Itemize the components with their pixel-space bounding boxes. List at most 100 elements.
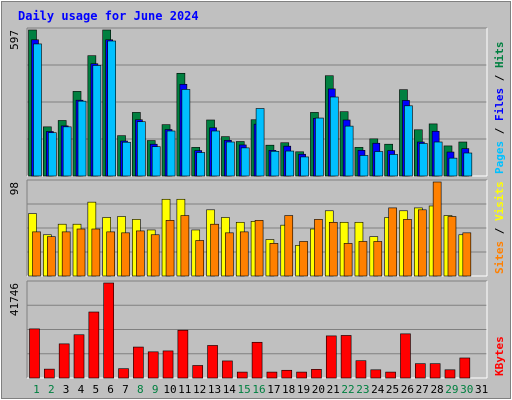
bar-kbytes-day-23 [355,360,367,379]
bar-kbytes-day-28 [429,363,441,379]
bar-sites-day-4 [76,228,86,277]
x-label-day-30: 30 [460,383,473,396]
bar-sites-day-2 [47,236,56,277]
bar-pages-day-19 [300,156,309,177]
bar-sites-day-1 [32,231,41,277]
bar-pages-day-9 [151,146,161,177]
bar-kbytes-day-7 [118,368,129,379]
x-label-day-18: 18 [282,383,295,396]
x-label-day-14: 14 [223,383,237,396]
bar-pages-day-7 [122,141,131,177]
bar-pages-day-10 [166,130,176,177]
bar-kbytes-day-27 [415,363,426,379]
bar-pages-day-5 [92,65,102,177]
bar-pages-day-29 [448,157,458,177]
bar-sites-day-19 [299,241,308,277]
bar-pages-day-3 [62,126,72,177]
x-label-day-6: 6 [107,383,114,396]
bar-kbytes-day-13 [207,345,218,379]
x-label-day-17: 17 [267,383,280,396]
legend-separator: / [493,221,506,241]
legend-visits-sites: Sites / Visits [493,181,506,274]
legend-hits: Hits [493,42,506,69]
x-label-day-10: 10 [163,383,176,396]
bar-pages-day-18 [285,150,295,177]
x-label-day-13: 13 [208,383,221,396]
bar-kbytes-day-5 [88,311,100,379]
bar-pages-day-20 [315,117,324,177]
bar-sites-day-13 [210,223,219,277]
bar-pages-day-17 [270,150,280,177]
bar-pages-day-25 [389,154,398,177]
legend-files: Files [493,88,506,121]
bar-kbytes-day-17 [266,371,278,379]
bar-kbytes-day-11 [177,329,189,379]
bar-kbytes-day-22 [340,335,352,379]
bar-sites-day-25 [388,207,397,277]
panel-hits-files-pages: 597 Pages / Files / Hits [8,27,506,177]
legend-sites: Sites [493,241,506,274]
bar-kbytes-day-24 [370,369,382,379]
bar-kbytes-day-26 [400,333,411,379]
bar-pages-day-21 [329,96,339,177]
bar-sites-day-17 [269,243,279,277]
legend-separator: / [493,121,506,141]
x-label-day-27: 27 [416,383,429,396]
bar-kbytes-day-15 [236,371,248,379]
bar-pages-day-2 [48,132,57,177]
bar-pages-day-16 [255,108,265,177]
legend-separator: / [493,68,506,88]
panel-kbytes: 41746 KBytes [8,280,506,379]
x-axis-labels: 1 2 3 4 5 6 7 8 9 10 11 12 13 14 15 16 17 18 19 20 21 22 23 24 2… [33,383,488,396]
x-label-day-21: 21 [327,383,340,396]
y-max-label: 98 [8,182,21,195]
bar-kbytes-day-6 [103,282,114,379]
x-label-day-2: 2 [48,383,55,396]
x-label-day-1: 1 [33,383,40,396]
bar-pages-day-6 [107,40,116,177]
bar-pages-day-14 [226,141,235,177]
bar-pages-day-1 [33,43,42,177]
x-label-day-25: 25 [386,383,399,396]
bar-sites-day-21 [328,221,338,277]
legend-visits: Visits [493,181,506,221]
y-max-label: 597 [8,30,21,50]
bar-pages-day-24 [374,151,384,177]
bar-kbytes-day-12 [192,365,204,379]
bar-sites-day-11 [180,215,190,277]
bar-pages-day-22 [344,125,354,177]
bar-kbytes-day-21 [325,335,337,379]
bar-sites-day-20 [314,219,323,277]
bar-kbytes-day-4 [73,334,85,379]
bar-pages-day-4 [77,100,87,177]
bar-kbytes-day-30 [459,357,471,379]
bar-kbytes-day-9 [147,351,159,379]
bar-sites-day-16 [254,220,264,277]
bar-kbytes-day-1 [29,328,40,379]
x-label-day-20: 20 [312,383,325,396]
bar-pages-day-12 [196,152,206,177]
bar-pages-day-13 [211,130,220,177]
bar-kbytes-day-19 [296,371,307,379]
bar-sites-day-14 [225,232,234,277]
bar-sites-day-29 [447,216,457,277]
bar-kbytes-day-29 [444,369,456,379]
legend-hits-files-pages: Pages / Files / Hits [493,42,506,175]
x-label-day-28: 28 [430,383,443,396]
x-label-day-4: 4 [78,383,85,396]
bar-sites-day-27 [418,209,427,277]
bar-kbytes-day-3 [58,343,70,379]
bar-sites-day-28 [432,181,442,277]
bar-sites-day-18 [284,215,294,277]
bar-sites-day-26 [403,219,412,277]
x-label-day-12: 12 [193,383,206,396]
x-label-day-19: 19 [297,383,310,396]
bar-kbytes-day-25 [385,371,396,379]
x-label-day-31: 31 [475,383,488,396]
bar-kbytes-day-14 [222,360,233,379]
x-label-day-23: 23 [356,383,369,396]
bar-sites-day-22 [343,243,353,277]
y-max-label: 41746 [8,283,21,316]
